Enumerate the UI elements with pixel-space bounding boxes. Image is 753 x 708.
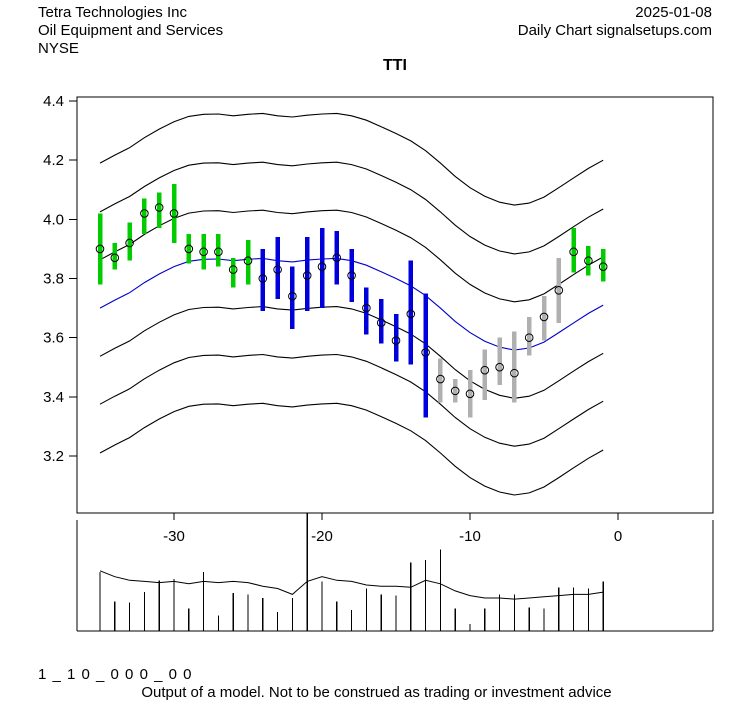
chart-title: TTI <box>383 57 407 74</box>
y-tick-label: 3.2 <box>43 448 64 465</box>
close-marker <box>376 318 386 328</box>
exchange-name: NYSE <box>38 40 79 57</box>
close-marker <box>362 303 371 313</box>
envelope-band <box>99 209 604 303</box>
close-marker <box>598 262 608 271</box>
envelope-band <box>99 353 604 447</box>
close-marker <box>95 244 105 254</box>
close-marker <box>214 247 223 257</box>
envelope-band <box>99 306 604 399</box>
close-marker <box>273 265 282 274</box>
close-marker <box>524 333 534 342</box>
close-marker <box>125 238 134 248</box>
x-tick-label: -10 <box>459 528 481 545</box>
close-marker <box>569 247 578 257</box>
close-marker <box>539 312 549 322</box>
close-marker <box>243 256 253 266</box>
close-marker <box>140 209 149 218</box>
close-marker <box>288 291 297 301</box>
close-marker <box>584 256 593 266</box>
y-tick-label: 4.2 <box>43 152 64 169</box>
close-marker <box>110 253 120 263</box>
close-marker <box>154 203 164 212</box>
close-marker <box>406 309 416 319</box>
x-tick-label: -30 <box>163 528 185 545</box>
y-tick-label: 3.4 <box>43 389 64 406</box>
industry-name: Oil Equipment and Services <box>38 22 224 39</box>
model-code: 1 _ 1 0 _ 0 0 0 _ 0 0 <box>38 666 193 683</box>
close-marker <box>436 374 445 384</box>
close-marker <box>332 253 342 263</box>
envelope-band <box>99 161 604 255</box>
close-marker <box>228 265 238 274</box>
y-tick-label: 4.0 <box>43 211 64 228</box>
close-marker <box>258 274 268 283</box>
chart-date: 2025-01-08 <box>635 4 712 21</box>
y-tick-label: 4.4 <box>43 93 64 110</box>
close-marker <box>317 262 327 271</box>
close-marker <box>480 365 490 375</box>
close-marker <box>302 271 312 280</box>
close-marker <box>184 244 194 254</box>
disclaimer-text: Output of a model. Not to be construed a… <box>141 684 612 701</box>
envelope-band <box>99 112 604 206</box>
close-marker <box>450 386 460 396</box>
close-marker <box>510 368 519 378</box>
close-marker <box>465 389 475 399</box>
close-marker <box>554 286 564 295</box>
y-tick-label: 3.8 <box>43 270 64 287</box>
close-marker <box>169 209 179 218</box>
close-marker <box>347 271 356 280</box>
envelope-band <box>99 402 604 496</box>
close-marker <box>495 362 504 372</box>
close-marker <box>199 247 208 257</box>
x-tick-label: 0 <box>614 528 622 545</box>
y-tick-label: 3.6 <box>43 330 64 347</box>
chart-type-source: Daily Chart signalsetups.com <box>517 22 712 39</box>
close-marker <box>391 336 401 345</box>
plot-border <box>76 96 714 514</box>
volume-ma-line <box>99 570 604 600</box>
close-marker <box>421 348 430 357</box>
x-tick-label: -20 <box>311 528 333 545</box>
company-name: Tetra Technologies Inc <box>38 4 187 21</box>
